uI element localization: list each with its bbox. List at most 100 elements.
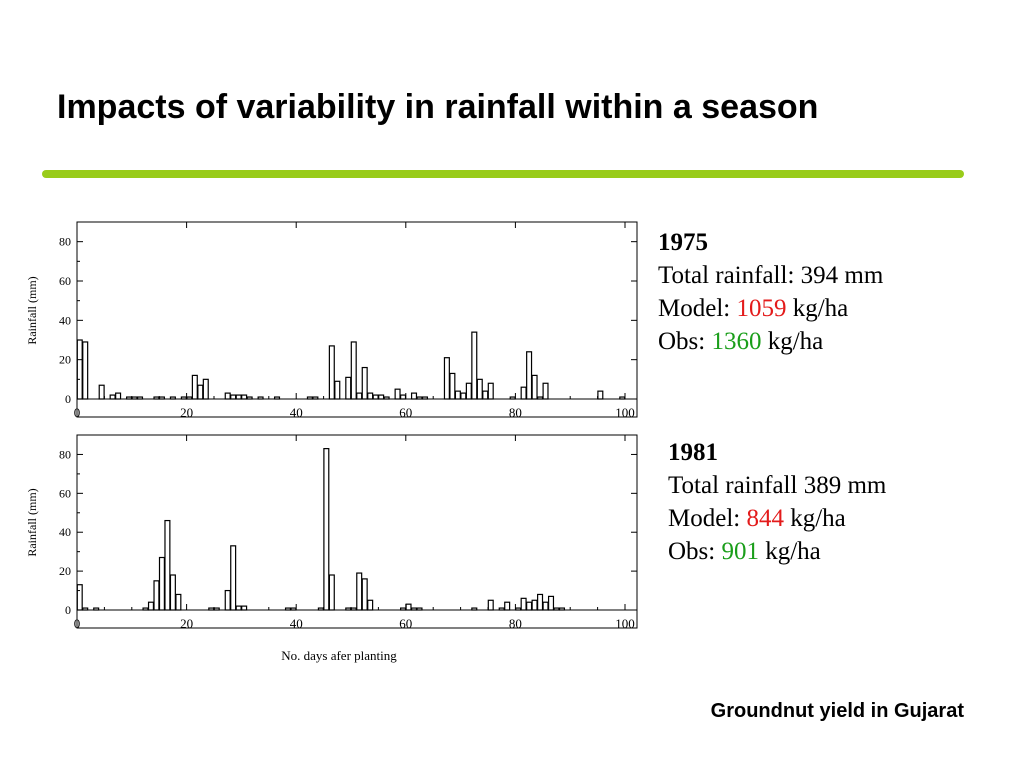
rainfall-bar [153,580,160,611]
rainfall-bar [526,351,533,400]
plot-frame [76,434,638,629]
rainfall-bar [597,390,604,400]
rainfall-bar [367,599,374,611]
rainfall-bar [241,605,248,611]
rainfall-bar [224,392,231,400]
x-tick-label: 0 [74,405,81,420]
yield-unit: kg/ha [767,328,824,355]
model-yield-line: Model: 844 kg/ha [668,502,886,535]
rainfall-bar [356,572,363,611]
y-axis-label: Rainfall (mm) [25,488,39,556]
title-divider [42,170,964,178]
rainfall-bar [334,380,341,400]
rainfall-bar [191,374,198,400]
x-tick-label: 40 [290,405,303,420]
x-tick-label: 80 [509,616,522,631]
rainfall-bar [345,376,352,400]
obs-yield-line: Obs: 901 kg/ha [668,535,886,568]
rainfall-bar [410,392,418,400]
total-rainfall-label: Total rainfall: 394 mm [658,262,884,289]
rainfall-bar [109,394,116,400]
rainfall-bar [323,448,330,611]
rainfall-bar [356,392,363,400]
year-label: 1975 [658,229,708,256]
rainfall-bar [526,601,533,611]
y-tick-label: 0 [65,603,71,617]
rainfall-bar [76,584,83,611]
rainfall-bar [241,394,248,400]
rainfall-bar [547,595,555,611]
rainfall-bar [230,394,237,400]
rainfall-bar [454,390,461,400]
rainfall-bar [460,392,467,400]
y-tick-label: 20 [59,353,71,367]
rainfall-bar [504,601,511,611]
yield-unit: kg/ha [765,538,821,565]
rainfall-bar [471,331,478,400]
model-label: Model: [658,295,731,322]
y-tick-label: 40 [59,525,71,539]
x-tick-label: 20 [180,616,193,631]
rainfall-bar [476,378,483,400]
x-tick-label: 100 [615,616,635,631]
rainfall-bar [82,341,89,400]
rainfall-chart-1981: 0 20 40 60 80 100 0 20 40 60 80 Rainfall (mm) No. da… [25,434,638,663]
rainfall-bar [487,599,494,611]
x-tick-label: 80 [509,405,522,420]
rainfall-bar [164,519,171,611]
rainfall-bar [230,545,237,611]
plot-frame [76,221,638,418]
rainfall-bar [487,382,494,400]
obs-label: Obs: [668,538,716,565]
footer-note: Groundnut yield in Gujarat [710,700,964,722]
rainfall-bar [537,593,544,611]
y-tick-label: 80 [59,447,71,461]
rainfall-bar [372,394,379,400]
rainfall-bar [542,382,549,400]
y-tick-label: 40 [59,313,71,327]
rainfall-bar [224,589,231,611]
model-yield-value: 844 [746,505,784,532]
year-label: 1981 [668,439,718,466]
rainfall-bar [98,384,105,400]
rainfall-bar [400,394,407,400]
rainfall-bar [197,384,204,400]
yield-unit: kg/ha [790,505,846,532]
y-tick-label: 60 [59,486,71,500]
rainfall-bar [235,605,242,611]
x-tick-label: 40 [290,616,303,631]
y-tick-label: 80 [59,235,71,249]
model-yield-line: Model: 1059 kg/ha [658,292,883,325]
x-tick-label: 0 [74,616,81,631]
rainfall-bar [520,386,527,400]
rainfall-bar [147,601,155,611]
rainfall-bar [169,574,176,611]
info-block-1981: 1981 Total rainfall 389 mm Model: 844 kg… [668,436,886,568]
rainfall-bar [449,372,456,400]
info-block-1975: 1975 Total rainfall: 394 mm Model: 1059 … [658,226,883,358]
y-tick-label: 20 [59,564,71,578]
rainfall-bar [328,345,335,400]
rainfall-bar [465,382,472,400]
rainfall-bar [443,357,450,400]
rainfall-bar [328,574,335,611]
x-tick-label: 60 [399,616,412,631]
rainfall-bar [361,578,368,611]
x-tick-label: 20 [180,405,193,420]
x-tick-label: 100 [615,405,635,420]
y-tick-label: 60 [59,274,71,288]
rainfall-bar [378,394,385,400]
model-label: Model: [668,505,741,532]
rainfall-bar [76,339,83,400]
model-yield-value: 1059 [736,295,787,322]
rainfall-bar [520,597,527,611]
slide-title: Impacts of variability in rainfall withi… [57,88,819,126]
rainfall-bar [482,390,489,400]
obs-label: Obs: [658,328,706,355]
obs-yield-value: 1360 [711,328,762,355]
rainfall-bar [367,392,374,400]
y-axis-label: Rainfall (mm) [25,276,39,344]
rainfall-bar [202,378,209,400]
y-tick-label: 0 [65,392,71,406]
